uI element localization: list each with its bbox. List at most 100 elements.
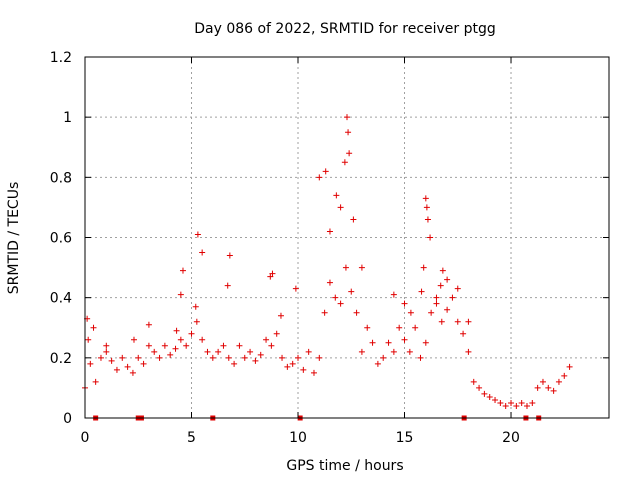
grid <box>85 57 609 418</box>
data-point <box>566 363 573 370</box>
data-point <box>333 192 340 199</box>
data-point <box>289 360 296 367</box>
data-point <box>192 303 199 310</box>
y-tick-label: 0 <box>63 411 72 427</box>
data-point <box>204 348 211 355</box>
data-point <box>279 354 286 361</box>
data-point <box>188 330 195 337</box>
data-point <box>358 348 365 355</box>
data-point <box>545 384 552 391</box>
data-point <box>263 336 270 343</box>
data-point <box>295 354 302 361</box>
data-point <box>321 309 328 316</box>
data-point <box>292 285 299 292</box>
data-point <box>194 231 201 238</box>
data-point <box>555 378 562 385</box>
data-point <box>326 228 333 235</box>
data-point <box>145 321 152 328</box>
data-point <box>225 354 232 361</box>
data-point <box>407 309 414 316</box>
data-point <box>119 354 126 361</box>
x-tick-label: 15 <box>396 430 414 446</box>
data-point <box>167 351 174 358</box>
data-point <box>85 336 92 343</box>
data-point <box>199 249 206 256</box>
data-point <box>422 195 429 202</box>
data-point <box>130 336 137 343</box>
data-point <box>177 291 184 298</box>
data-point <box>269 270 276 277</box>
data-point <box>277 312 284 319</box>
data-point <box>337 300 344 307</box>
data-point <box>353 309 360 316</box>
data-point <box>300 366 307 373</box>
data-point <box>316 354 323 361</box>
data-point <box>428 309 435 316</box>
data-point <box>444 276 451 283</box>
data-point <box>401 336 408 343</box>
x-axis-ticks: 0 5 10 15 20 <box>81 57 520 446</box>
data-point <box>151 348 158 355</box>
data-point <box>364 324 371 331</box>
data-point <box>97 354 104 361</box>
data-point <box>332 294 339 301</box>
data-point <box>113 366 120 373</box>
data-point <box>231 360 238 367</box>
data-point <box>350 216 357 223</box>
data-point <box>342 264 349 271</box>
data-point <box>561 372 568 379</box>
data-point <box>380 354 387 361</box>
data-point <box>523 402 530 409</box>
data-point <box>92 378 99 385</box>
data-point <box>124 363 131 370</box>
data-point <box>481 390 488 397</box>
data-point <box>156 354 163 361</box>
data-point <box>417 354 424 361</box>
data-point <box>226 252 233 259</box>
data-point <box>502 402 509 409</box>
data-point <box>348 288 355 295</box>
data-point <box>518 399 525 406</box>
data-point <box>385 339 392 346</box>
data-point <box>346 150 353 157</box>
data-point <box>145 342 152 349</box>
data-point <box>449 294 456 301</box>
x-tick-label: 20 <box>502 430 520 446</box>
data-point <box>497 399 504 406</box>
chart-title: Day 086 of 2022, SRMTID for receiver ptg… <box>194 21 496 37</box>
data-point <box>529 399 536 406</box>
data-point <box>161 342 168 349</box>
data-point <box>247 348 254 355</box>
data-point <box>476 384 483 391</box>
data-point <box>284 363 291 370</box>
data-point <box>215 348 222 355</box>
data-point <box>427 234 434 241</box>
data-point <box>374 360 381 367</box>
data-point <box>87 360 94 367</box>
data-point <box>438 318 445 325</box>
data-point <box>433 300 440 307</box>
data-point <box>267 273 274 280</box>
data-point <box>465 348 472 355</box>
data-point <box>322 168 329 175</box>
data-point <box>437 282 444 289</box>
data-point <box>396 324 403 331</box>
data-point <box>209 354 216 361</box>
y-tick-label: 1 <box>63 110 72 126</box>
data-point <box>273 330 280 337</box>
data-point <box>412 324 419 331</box>
x-axis-title: GPS time / hours <box>286 458 403 474</box>
data-point <box>135 354 142 361</box>
data-point <box>470 378 477 385</box>
data-point <box>460 330 467 337</box>
data-point <box>344 114 350 121</box>
data-point <box>401 300 408 307</box>
data-point <box>390 291 397 298</box>
data-point <box>199 336 206 343</box>
data-point <box>423 204 430 211</box>
data-point <box>326 279 333 286</box>
data-point <box>173 327 180 334</box>
data-point <box>90 324 97 331</box>
data-point <box>108 357 115 364</box>
data-point <box>305 348 312 355</box>
